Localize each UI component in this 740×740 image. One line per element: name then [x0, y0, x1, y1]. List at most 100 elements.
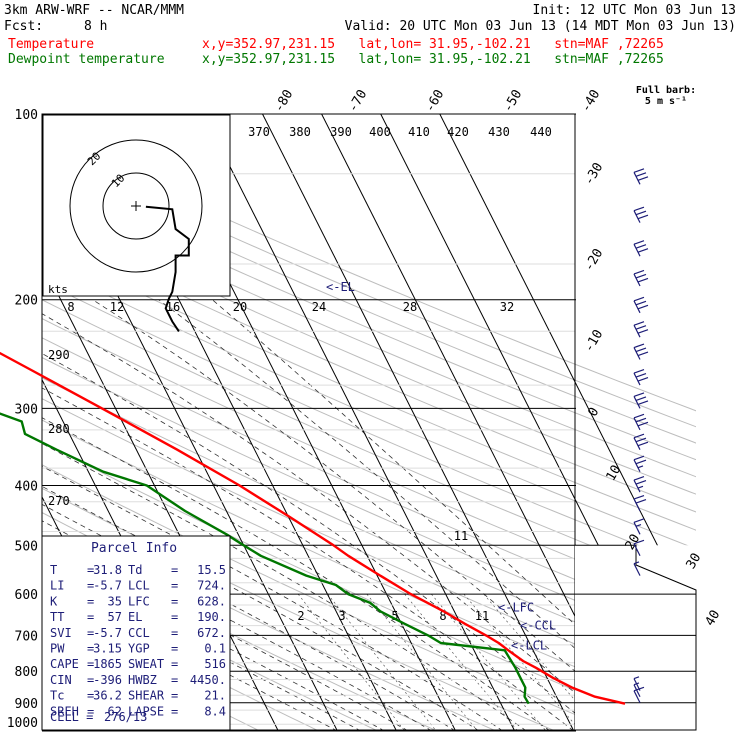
dewpoint-legend-label: Dewpoint temperature	[8, 52, 165, 67]
dry-adiabat	[42, 356, 696, 650]
moist-adiabat	[42, 353, 597, 730]
wind-barb-staff	[633, 172, 641, 185]
wind-barb-half-flag	[633, 561, 640, 565]
parcel-value: 35	[108, 594, 122, 608]
wind-barb-full-flag	[633, 369, 645, 374]
wind-barb-full-flag	[633, 494, 645, 500]
mixing-ratio-label: 2	[297, 609, 304, 623]
parcel-value: 15.5	[197, 563, 226, 577]
wind-barb-staff	[633, 324, 641, 338]
parcel-equals: =	[87, 689, 94, 703]
temperature-legend-label: Temperature	[8, 37, 95, 52]
moist-adiabat	[42, 562, 360, 730]
wind-barb-full-flag	[633, 392, 645, 397]
wind-barb-full-flag	[637, 277, 649, 283]
parcel-value: 1865	[93, 657, 122, 671]
hodograph-tick-label: 20	[233, 300, 247, 314]
parcel-equals: =	[87, 579, 94, 593]
parcel-info-row: T =31.8 Td = 15.5	[50, 563, 226, 577]
dry-adiabat	[42, 441, 673, 730]
dry-adiabat	[42, 148, 696, 428]
theta-label: 390	[330, 125, 352, 139]
parcel-value: 21.	[204, 689, 226, 703]
parcel-value: 0.1	[204, 642, 226, 656]
pressure-label: 400	[15, 479, 38, 494]
wind-barb-full-flag	[635, 244, 647, 249]
pressure-label: 100	[15, 108, 38, 123]
pressure-label: 800	[15, 665, 38, 680]
parcel-equals: =	[87, 610, 94, 624]
temperature-tick-label: 10	[604, 463, 625, 484]
parcel-equals: =	[171, 689, 178, 703]
parcel-equals: =	[87, 626, 94, 640]
hodograph-ring	[69, 139, 203, 273]
temperature-tick-label: -60	[423, 87, 448, 115]
temperature-tick-label: 30	[684, 551, 705, 572]
wind-barb	[633, 518, 645, 535]
hodograph-trace	[145, 205, 190, 332]
wind-barb	[633, 240, 649, 257]
theta-label: 380	[289, 125, 311, 139]
parcel-value: 190.	[197, 610, 226, 624]
dry-adiabat	[42, 337, 696, 629]
dry-adiabat	[42, 377, 696, 672]
wind-barb-staff	[633, 372, 641, 386]
parcel-level-marker: <-LCL	[511, 638, 547, 652]
wind-barb-full-flag	[633, 206, 645, 212]
parcel-equals: =	[87, 642, 94, 656]
parcel-equals: =	[171, 704, 178, 718]
wind-barb-staff	[633, 459, 641, 472]
valid-time: Valid: 20 UTC Mon 03 Jun 13 (14 MDT Mon …	[344, 19, 736, 34]
wind-barb-staff	[633, 522, 641, 535]
mixing-ratio-label: 3	[338, 609, 345, 623]
parcel-key: YGP	[128, 642, 150, 656]
wind-barb-full-flag	[633, 539, 645, 545]
extension-backing	[575, 545, 696, 730]
wind-barb	[633, 539, 645, 557]
pressure-label: 500	[15, 539, 38, 554]
parcel-info-row: K = 35 LFC = 628.	[50, 594, 226, 608]
wind-barb-staff	[633, 498, 641, 512]
parcel-equals: =	[87, 594, 94, 608]
wind-barb-full-flag	[637, 351, 649, 357]
wind-barb-full-flag	[633, 455, 645, 461]
dry-adiabat	[42, 212, 696, 495]
wind-barb-full-flag	[637, 441, 649, 447]
wind-barb	[633, 269, 649, 287]
parcel-value: 62	[108, 704, 122, 718]
moist-adiabat	[42, 417, 550, 730]
dewpoint-line	[0, 412, 530, 705]
parcel-cell-value: 276/13	[104, 710, 147, 724]
wind-barb	[633, 455, 647, 472]
parcel-key: SHEAR	[128, 689, 165, 703]
wind-barb-staff	[633, 417, 641, 431]
parcel-info-row: CAPE =1865 SWEAT = 516	[50, 657, 226, 671]
mixing-ratio-label: 11	[475, 609, 489, 623]
dry-adiabat	[42, 464, 614, 730]
parcel-info-row: CIN =-396 HWBZ = 4450.	[50, 673, 226, 687]
wind-barb-half-flag	[637, 465, 644, 469]
wind-barb-full-flag	[637, 304, 649, 310]
parcel-key: LCL	[128, 579, 150, 593]
foreground-layer: 10020030040050060070080090010001020kts37…	[0, 85, 723, 731]
parcel-value: 31.8	[93, 563, 122, 577]
parcel-info-row: TT = 57 EL = 190.	[50, 610, 226, 624]
parcel-key: HWBZ	[128, 673, 157, 687]
parcel-key: K	[50, 594, 58, 608]
pressure-label: 900	[15, 697, 38, 712]
parcel-value: 36.2	[93, 689, 122, 703]
wind-barb-full-flag	[637, 248, 649, 253]
mixing-ratio-label: 8	[439, 609, 446, 623]
parcel-level-marker: <-CCL	[520, 618, 556, 632]
dry-adiabat	[42, 179, 696, 461]
wind-barb-full-flag	[633, 321, 645, 326]
wind-barb-staff	[633, 347, 641, 360]
wind-barb-full-flag	[637, 214, 649, 220]
forecast-label: Fcst:	[4, 19, 44, 34]
wind-barb	[633, 206, 649, 223]
wind-barb-full-flag	[635, 210, 647, 216]
wind-barb-staff	[633, 690, 641, 704]
wind-barb	[633, 296, 649, 314]
wind-barb-full-flag	[637, 421, 649, 427]
